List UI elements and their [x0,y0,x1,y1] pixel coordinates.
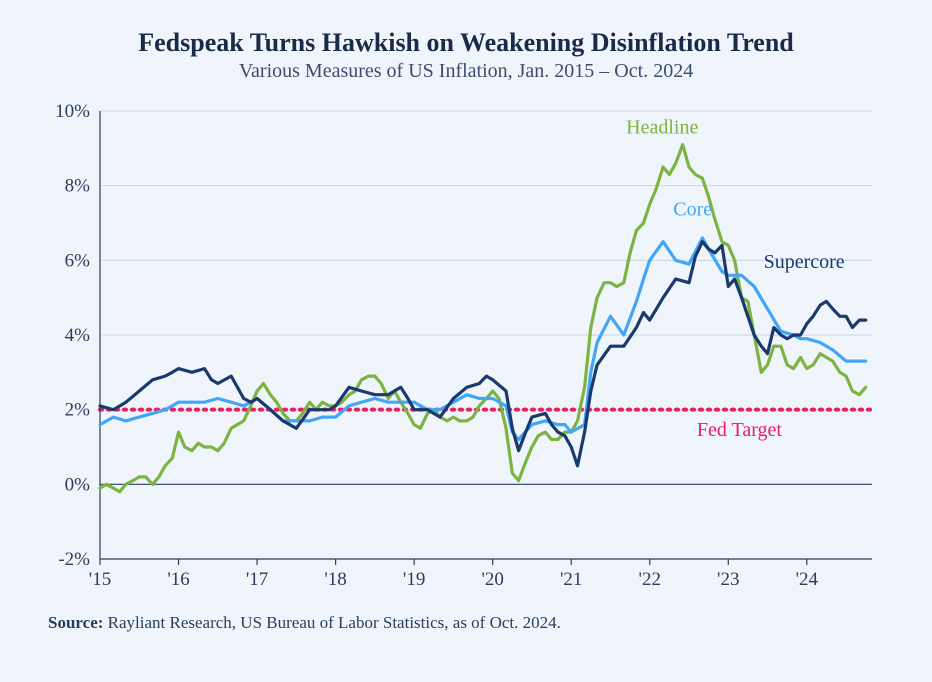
xtick-label: '23 [717,569,739,590]
ytick-label: 6% [65,250,91,271]
source-prefix: Source: [48,613,103,632]
fed-target-label: Fed Target [697,419,783,441]
series-label-core: Core [673,199,712,221]
series-label-supercore: Supercore [764,251,845,273]
ytick-label: 0% [65,474,91,495]
ytick-label: 2% [65,400,91,421]
xtick-label: '22 [639,569,661,590]
series-label-headline: Headline [626,116,698,138]
xtick-label: '15 [89,569,111,590]
source-line: Source: Rayliant Research, US Bureau of … [40,613,892,633]
xtick-label: '16 [167,569,189,590]
xtick-label: '17 [246,569,268,590]
xtick-label: '24 [796,569,819,590]
xtick-label: '21 [560,569,582,590]
xtick-label: '20 [481,569,503,590]
chart-area: -2% 0% 2% 4% 6% 8% 10% '15 '16 '17 '18 '19 '20 '21 '22… [40,101,892,601]
xtick-label: '18 [324,569,346,590]
chart-subtitle: Various Measures of US Inflation, Jan. 2… [40,60,892,83]
chart-svg: -2% 0% 2% 4% 6% 8% 10% '15 '16 '17 '18 '19 '20 '21 '22… [40,101,892,601]
source-text: Rayliant Research, US Bureau of Labor St… [103,613,560,632]
chart-title: Fedspeak Turns Hawkish on Weakening Disi… [40,28,892,58]
ytick-label: -2% [58,549,90,570]
ytick-label: 8% [65,176,91,197]
ytick-label: 10% [55,101,90,122]
ytick-label: 4% [65,325,91,346]
xtick-label: '19 [403,569,425,590]
